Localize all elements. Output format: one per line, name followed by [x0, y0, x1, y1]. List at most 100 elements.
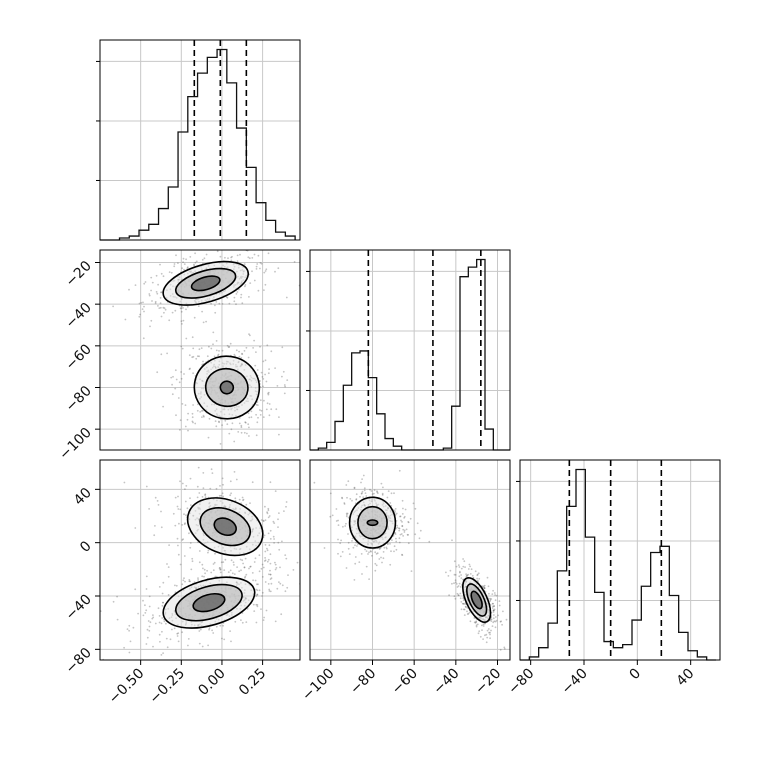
x-tick-label-p0: −0.25: [146, 666, 188, 708]
scatter-point: [305, 532, 307, 534]
scatter-point: [287, 574, 289, 576]
scatter-point: [205, 247, 207, 249]
scatter-point: [209, 487, 212, 490]
scatter-point: [270, 408, 273, 411]
y-tick-label-p1: −40: [63, 300, 95, 332]
scatter-point: [473, 617, 476, 619]
scatter-point: [403, 529, 406, 532]
scatter-point: [262, 619, 265, 621]
scatter-point: [492, 621, 495, 624]
scatter-point: [233, 440, 236, 443]
scatter-point: [201, 496, 204, 498]
scatter-point: [179, 307, 182, 310]
scatter-point: [445, 571, 447, 574]
scatter-point: [267, 391, 270, 394]
scatter-point: [254, 557, 257, 560]
scatter-point: [150, 289, 153, 292]
scatter-point: [496, 594, 498, 597]
scatter-point: [201, 310, 204, 313]
scatter-point: [274, 568, 277, 571]
scatter-point: [461, 602, 464, 605]
scatter-point: [151, 300, 153, 302]
scatter-point: [498, 604, 501, 607]
scatter-point: [497, 614, 499, 617]
scatter-point: [262, 519, 265, 522]
scatter-point: [494, 620, 497, 623]
scatter-point: [134, 588, 137, 591]
scatter-point: [182, 261, 185, 264]
scatter-point: [347, 516, 350, 519]
scatter-point: [181, 583, 184, 586]
scatter-point: [389, 563, 392, 566]
scatter-point: [208, 627, 211, 630]
y-tick-label-p1: −60: [63, 341, 95, 373]
scatter-point: [151, 281, 154, 284]
scatter-point: [483, 584, 486, 587]
scatter-point: [267, 393, 270, 396]
scatter-point: [465, 573, 467, 575]
scatter-point: [378, 547, 381, 550]
contour-level-0: [348, 496, 397, 549]
scatter-point: [177, 262, 179, 264]
scatter-point: [401, 525, 404, 527]
scatter-point: [267, 509, 270, 512]
scatter-point: [190, 504, 192, 506]
scatter-point: [213, 561, 216, 564]
scatter-point: [244, 576, 246, 579]
scatter-point: [245, 573, 248, 576]
scatter-point: [376, 552, 379, 555]
scatter-point: [489, 637, 491, 640]
scatter-point: [491, 602, 494, 605]
scatter-point: [198, 355, 201, 358]
scatter-point: [233, 573, 236, 575]
scatter-point: [395, 512, 398, 515]
scatter-point: [394, 508, 397, 510]
scatter-point: [255, 351, 257, 353]
scatter-point: [207, 551, 209, 554]
scatter-point: [412, 502, 415, 505]
scatter-point: [214, 575, 217, 578]
scatter-point: [210, 468, 213, 471]
scatter-point: [183, 268, 185, 271]
scatter-point: [165, 637, 168, 640]
scatter-point: [448, 594, 450, 597]
scatter-point: [282, 370, 285, 373]
joint-panel-content: [100, 247, 300, 450]
scatter-point: [274, 367, 276, 369]
scatter-point: [401, 521, 403, 523]
scatter-point: [192, 404, 195, 406]
scatter-point: [449, 569, 452, 572]
scatter-point: [241, 496, 244, 499]
scatter-point: [262, 520, 265, 522]
scatter-point: [189, 477, 192, 480]
scatter-point: [492, 589, 494, 592]
scatter-point: [487, 585, 490, 588]
scatter-point: [231, 422, 234, 425]
scatter-point: [494, 594, 496, 596]
scatter-point: [428, 540, 431, 543]
scatter-point: [476, 623, 479, 626]
scatter-point: [261, 376, 264, 378]
scatter-point: [210, 347, 213, 350]
scatter-point: [483, 587, 486, 590]
scatter-point: [182, 319, 185, 322]
scatter-point: [260, 519, 263, 521]
scatter-point: [197, 466, 200, 469]
scatter-point: [250, 410, 253, 413]
scatter-point: [163, 620, 166, 623]
scatter-point: [462, 599, 465, 602]
scatter-point: [207, 436, 210, 439]
scatter-point: [269, 569, 271, 572]
scatter-point: [188, 580, 191, 583]
scatter-point: [176, 537, 179, 540]
scatter-point: [264, 519, 267, 521]
scatter-point: [355, 541, 357, 544]
scatter-point: [197, 305, 200, 307]
scatter-point: [493, 608, 496, 611]
scatter-point: [248, 333, 250, 335]
scatter-point: [166, 563, 168, 565]
scatter-point: [364, 492, 367, 494]
scatter-point: [215, 340, 218, 342]
scatter-point: [220, 561, 223, 564]
scatter-point: [261, 591, 264, 594]
